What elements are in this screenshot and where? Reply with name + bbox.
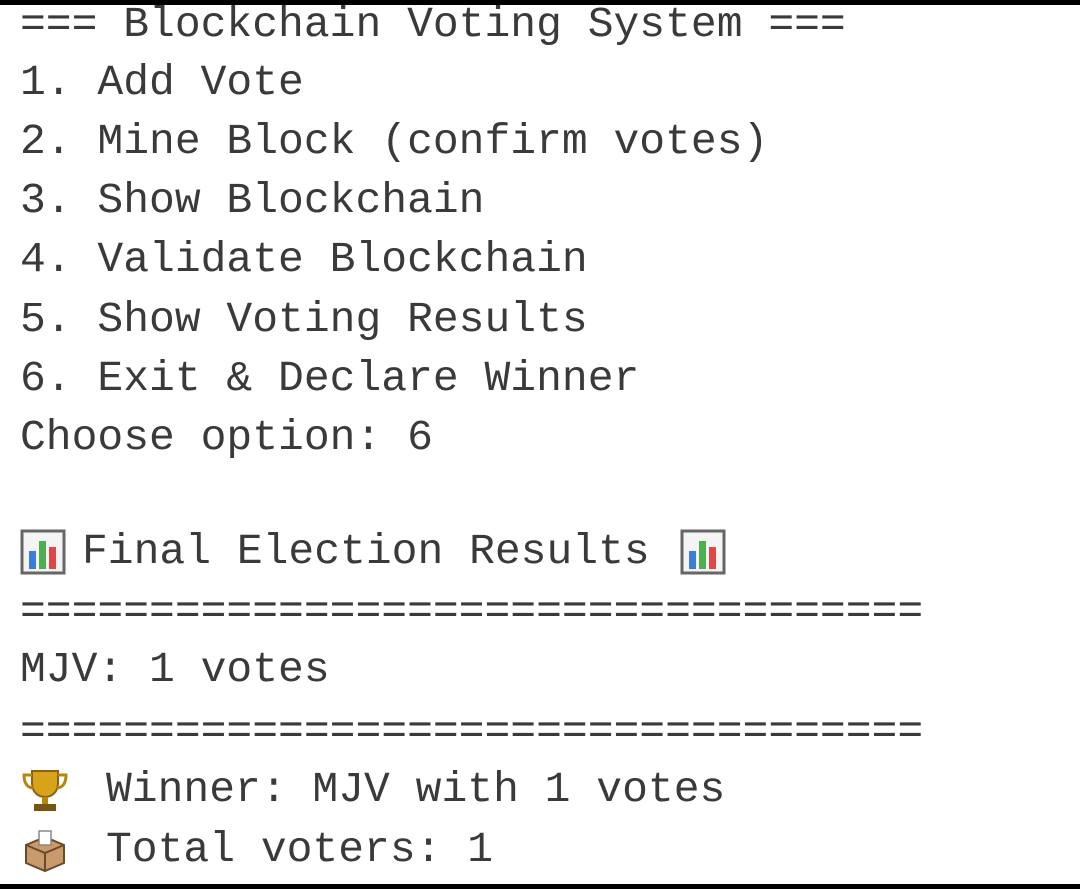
menu-title: === Blockchain Voting System === bbox=[20, 0, 846, 49]
results-heading: Final Election Results bbox=[82, 527, 650, 576]
menu-option: 3. Show Blockchain bbox=[20, 176, 485, 225]
frame-border bbox=[0, 884, 1080, 889]
results-heading-line: Final Election Results bbox=[20, 527, 726, 577]
trophy-icon bbox=[22, 770, 68, 811]
separator: =================================== bbox=[20, 707, 924, 756]
winner-line: Winner: MJV with 1 votes bbox=[20, 765, 725, 815]
frame-border bbox=[0, 0, 1080, 5]
chart-icon bbox=[680, 529, 726, 575]
menu-option: 2. Mine Block (confirm votes) bbox=[20, 117, 769, 166]
prompt: Choose option: 6 bbox=[20, 413, 433, 462]
menu-option: 6. Exit & Declare Winner bbox=[20, 354, 640, 403]
menu-option: 4. Validate Blockchain bbox=[20, 235, 588, 284]
menu-option: 1. Add Vote bbox=[20, 58, 304, 107]
separator: =================================== bbox=[20, 587, 924, 636]
total-line: Total voters: 1 bbox=[20, 825, 493, 875]
menu-option: 5. Show Voting Results bbox=[20, 295, 588, 344]
total-voters: Total voters: 1 bbox=[106, 825, 494, 874]
ballot-box-icon bbox=[25, 830, 65, 873]
chart-icon bbox=[20, 529, 66, 575]
tally: MJV: 1 votes bbox=[20, 645, 330, 694]
winner: Winner: MJV with 1 votes bbox=[106, 765, 726, 814]
